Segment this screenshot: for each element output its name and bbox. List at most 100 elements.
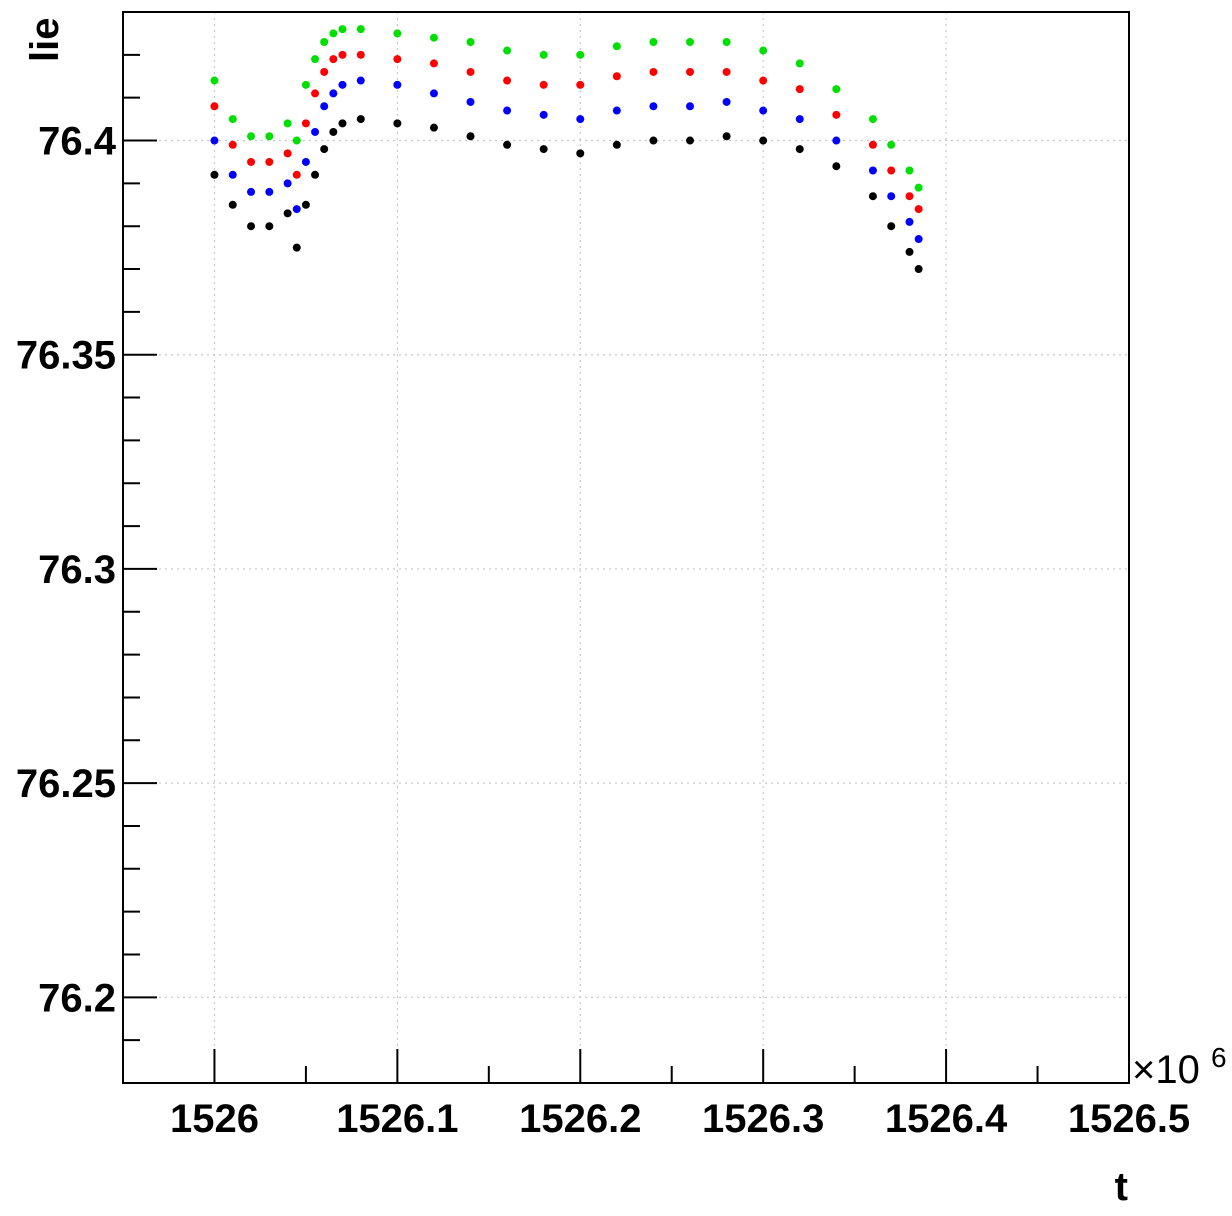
data-point — [301, 80, 310, 89]
data-point — [311, 55, 320, 64]
data-point — [210, 136, 219, 145]
data-point — [338, 50, 347, 59]
data-point — [210, 170, 219, 179]
data-point — [247, 187, 256, 196]
data-point — [320, 102, 329, 111]
data-point — [795, 59, 804, 68]
y-tick-label: 76.35 — [16, 334, 116, 378]
x-tick-label: 1526 — [170, 1097, 259, 1141]
data-point — [576, 80, 585, 89]
data-point — [914, 265, 923, 274]
data-point — [393, 29, 402, 38]
data-point — [329, 89, 338, 98]
x-tick-label: 1526.5 — [1068, 1097, 1190, 1141]
data-point — [338, 119, 347, 128]
data-point — [832, 110, 841, 119]
data-point — [283, 149, 292, 158]
data-point — [228, 140, 237, 149]
data-point — [914, 183, 923, 192]
data-point — [429, 123, 438, 132]
data-point — [887, 192, 896, 201]
data-point — [311, 170, 320, 179]
grid-layer — [123, 12, 1129, 1083]
data-point — [539, 50, 548, 59]
data-point — [759, 106, 768, 115]
data-point — [832, 162, 841, 171]
data-point — [320, 67, 329, 76]
data-point — [311, 127, 320, 136]
x-axis-multiplier-exponent: 6 — [1211, 1042, 1227, 1073]
data-point — [329, 29, 338, 38]
data-point — [311, 89, 320, 98]
y-tick-label: 76.3 — [38, 548, 116, 592]
data-point — [283, 119, 292, 128]
data-point — [686, 136, 695, 145]
axis-layer — [122, 11, 1130, 1084]
data-point — [759, 76, 768, 85]
data-point — [503, 140, 512, 149]
data-point — [301, 157, 310, 166]
data-point — [539, 80, 548, 89]
data-point — [265, 157, 274, 166]
data-point — [722, 37, 731, 46]
data-point — [228, 200, 237, 209]
y-axis-title: lie — [23, 18, 67, 62]
data-point — [329, 127, 338, 136]
data-point — [503, 76, 512, 85]
data-point — [338, 25, 347, 34]
data-point — [356, 76, 365, 85]
data-point — [228, 115, 237, 124]
data-point — [247, 132, 256, 141]
data-point — [292, 243, 301, 252]
data-point — [887, 222, 896, 231]
x-tick-label: 1526.3 — [702, 1097, 824, 1141]
data-point — [759, 46, 768, 55]
data-point — [649, 37, 658, 46]
x-tick-label: 1526.2 — [519, 1097, 641, 1141]
data-point — [338, 80, 347, 89]
data-point — [868, 115, 877, 124]
data-point — [905, 192, 914, 201]
data-point — [283, 209, 292, 218]
data-point — [686, 102, 695, 111]
data-point — [265, 132, 274, 141]
data-point — [210, 76, 219, 85]
data-point — [393, 55, 402, 64]
data-point — [503, 106, 512, 115]
data-point — [210, 102, 219, 111]
data-point — [356, 115, 365, 124]
data-point — [466, 132, 475, 141]
x-tick-label: 1526.4 — [885, 1097, 1008, 1141]
data-point — [576, 115, 585, 124]
data-point — [914, 235, 923, 244]
data-point — [228, 170, 237, 179]
data-point — [612, 42, 621, 51]
data-point — [832, 136, 841, 145]
data-point — [429, 33, 438, 42]
data-point — [722, 67, 731, 76]
data-point — [649, 136, 658, 145]
data-point — [887, 140, 896, 149]
data-point — [612, 106, 621, 115]
data-point — [503, 46, 512, 55]
data-point — [466, 37, 475, 46]
data-point — [329, 55, 338, 64]
data-point — [868, 192, 877, 201]
data-point — [301, 200, 310, 209]
data-point — [539, 110, 548, 119]
data-point — [905, 217, 914, 226]
data-point — [320, 145, 329, 154]
data-point — [429, 89, 438, 98]
x-axis-title: t — [1115, 1165, 1128, 1209]
data-point — [429, 59, 438, 68]
data-point — [649, 67, 658, 76]
data-point — [247, 157, 256, 166]
data-point — [576, 149, 585, 158]
data-point — [795, 145, 804, 154]
data-point — [539, 145, 548, 154]
data-point — [320, 37, 329, 46]
data-point — [283, 179, 292, 188]
data-point — [722, 97, 731, 106]
data-point — [292, 205, 301, 214]
